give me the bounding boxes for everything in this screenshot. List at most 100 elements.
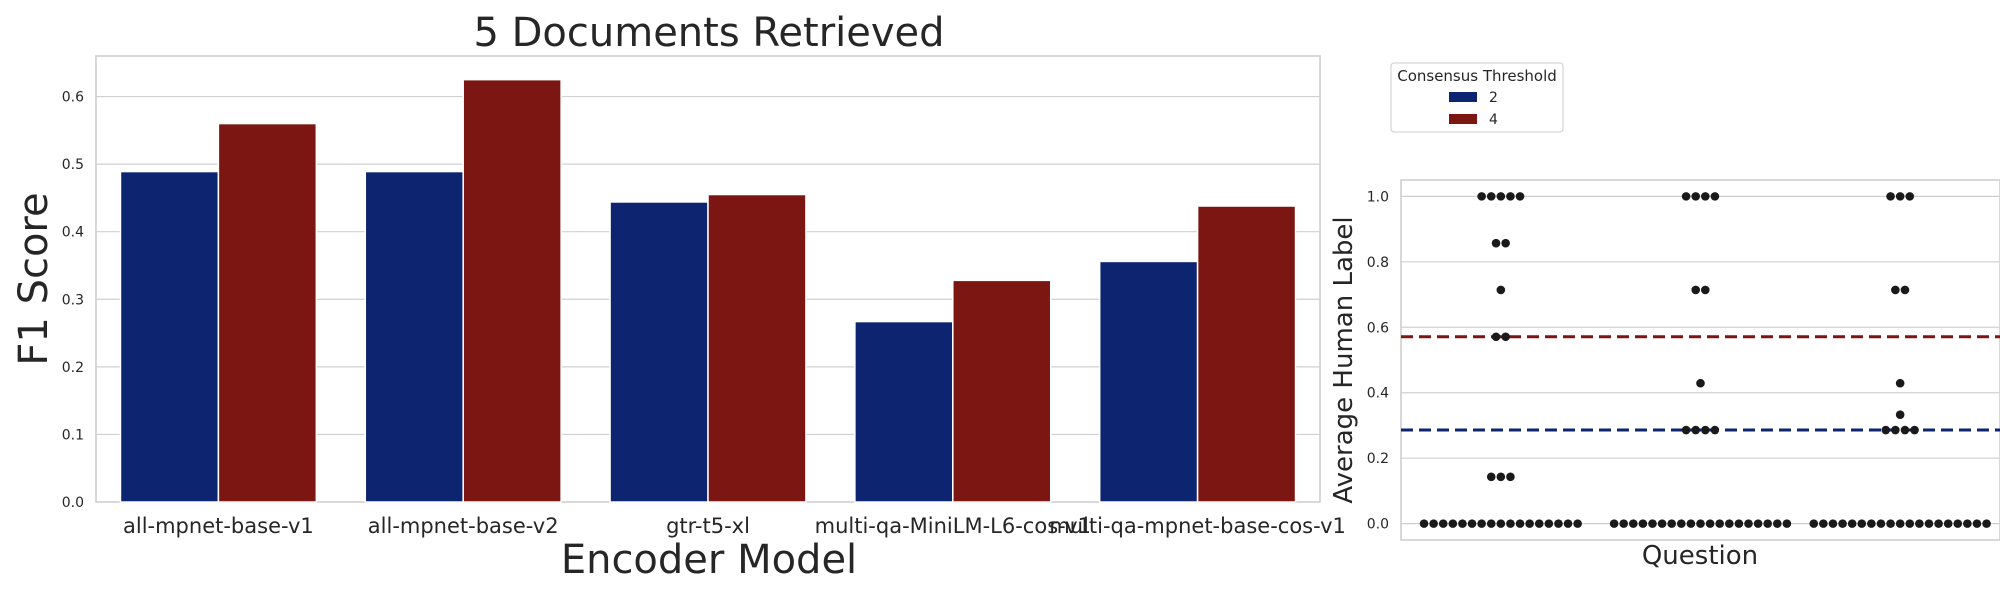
swarm-dot [1448, 519, 1458, 528]
swarm-y-tick-label: 0.8 [1367, 255, 1389, 271]
swarm-dot [1619, 519, 1628, 528]
swarm-dot [1895, 519, 1905, 528]
bar-x-tick-label: all-mpnet-base-v1 [123, 514, 314, 538]
swarm-dot [1763, 519, 1772, 528]
bar-2-multi-qa-MiniLM-L6-cos-v1 [854, 320, 954, 503]
swarm-dot [1667, 519, 1676, 528]
swarm-chart-y-label: Average Human Label [1329, 216, 1359, 503]
swarm-dot [1681, 192, 1691, 201]
swarm-dot [1691, 425, 1700, 435]
swarm-dot [1506, 192, 1515, 201]
swarm-dot [1506, 519, 1515, 528]
swarm-dot [1809, 519, 1819, 528]
bar-4-multi-qa-mpnet-base-cos-v1 [1196, 205, 1297, 503]
swarm-chart-frame [1400, 179, 2000, 541]
swarm-y-tick-label: 1.0 [1367, 189, 1389, 205]
swarm-dot [1891, 285, 1900, 295]
bar-2-all-mpnet-base-v1 [119, 170, 220, 503]
swarm-chart-x-label: Question [1642, 541, 1758, 571]
swarm-dot [1915, 519, 1924, 528]
swarm-dot [1838, 519, 1847, 528]
swarm-dot [1886, 519, 1895, 528]
swarm-dot [1900, 425, 1910, 435]
bar-2-gtr-t5-xl [609, 201, 709, 503]
swarm-dot [1953, 519, 1963, 528]
swarm-dot [1554, 519, 1563, 528]
swarm-dot [1458, 519, 1467, 528]
bar-y-tick-label: 0.2 [62, 360, 84, 376]
bar-chart: 5 Documents Retrieved 0.0 0.1 0.2 0.3 0.4 0.5… [11, 10, 1346, 583]
swarm-dot [1525, 519, 1534, 528]
swarm-dot [1753, 519, 1763, 528]
swarm-dot [1705, 519, 1715, 528]
bar-2-multi-qa-mpnet-base-cos-v1 [1098, 260, 1199, 503]
bar-4-all-mpnet-base-v2 [462, 78, 562, 503]
swarm-dot [1486, 472, 1496, 482]
swarm-dot [1696, 519, 1705, 528]
swarm-dot [1691, 192, 1700, 201]
swarm-y-tick-label: 0.2 [1367, 451, 1389, 467]
swarm-dot [1467, 519, 1477, 528]
swarm-dot [1900, 285, 1910, 295]
swarm-dot [1515, 519, 1525, 528]
bar-y-tick-label: 0.3 [62, 292, 84, 308]
swarm-dot [1681, 425, 1691, 435]
swarm-dot [1501, 238, 1510, 248]
swarm-dot [1734, 519, 1744, 528]
bar-chart-x-label: Encoder Model [561, 537, 857, 583]
swarm-dot [1782, 519, 1792, 528]
swarm-dot [1609, 519, 1619, 528]
swarm-dot [1657, 519, 1667, 528]
legend-title: Consensus Threshold [1397, 67, 1557, 85]
swarm-dot [1491, 332, 1501, 342]
bar-x-tick-label: multi-qa-mpnet-base-cos-v1 [1049, 514, 1346, 538]
swarm-dot [1686, 519, 1696, 528]
bar-chart-title: 5 Documents Retrieved [473, 10, 944, 56]
swarm-dot [1867, 519, 1876, 528]
bar-y-tick-label: 0.0 [62, 495, 84, 511]
swarm-dot [1891, 425, 1900, 435]
swarm-dot [1905, 519, 1915, 528]
swarm-dot [1701, 285, 1710, 295]
swarm-dot [1886, 192, 1895, 201]
bar-2-all-mpnet-base-v2 [364, 170, 464, 503]
swarm-dot [1982, 519, 1991, 528]
bar-4-multi-qa-MiniLM-L6-cos-v1 [952, 279, 1052, 503]
bar-y-tick-label: 0.1 [62, 427, 84, 443]
bar-y-tick-label: 0.4 [62, 225, 84, 241]
bar-x-tick-label: multi-qa-MiniLM-L6-cos-v1 [815, 514, 1091, 538]
swarm-dot [1573, 519, 1582, 528]
swarm-dot [1438, 519, 1448, 528]
swarm-dot [1429, 519, 1438, 528]
swarm-dot [1515, 192, 1525, 201]
swarm-chart-dots [1419, 192, 1991, 528]
bar-chart-y-label: F1 Score [11, 192, 57, 365]
swarm-dot [1744, 519, 1753, 528]
swarm-dot [1963, 519, 1972, 528]
swarm-chart-reference-lines [1401, 335, 2000, 432]
swarm-y-tick-label: 0.4 [1367, 386, 1389, 402]
swarm-dot [1691, 285, 1700, 295]
swarm-dot [1534, 519, 1544, 528]
bar-chart-bars [119, 78, 1297, 503]
swarm-dot [1881, 425, 1891, 435]
swarm-dot [1696, 378, 1705, 388]
bar-y-tick-label: 0.5 [62, 157, 84, 173]
swarm-dot [1506, 472, 1515, 482]
swarm-dot [1477, 192, 1486, 201]
swarm-dot [1501, 332, 1510, 342]
swarm-dot [1648, 519, 1657, 528]
swarm-y-tick-label: 0.0 [1367, 517, 1389, 533]
swarm-dot [1491, 238, 1501, 248]
swarm-dot [1725, 519, 1734, 528]
swarm-dot [1934, 519, 1943, 528]
swarm-dot [1715, 519, 1724, 528]
legend-entry-4: 4 [1489, 112, 1498, 128]
swarm-chart: 0.0 0.2 0.4 0.6 0.8 1.0 Question Average Huma… [1329, 179, 2000, 571]
swarm-dot [1496, 285, 1506, 295]
swarm-dot [1419, 519, 1429, 528]
bar-chart-y-ticks: 0.0 0.1 0.2 0.3 0.4 0.5 0.6 [62, 90, 84, 511]
swarm-y-tick-label: 0.6 [1367, 320, 1389, 336]
swarm-dot [1496, 519, 1506, 528]
